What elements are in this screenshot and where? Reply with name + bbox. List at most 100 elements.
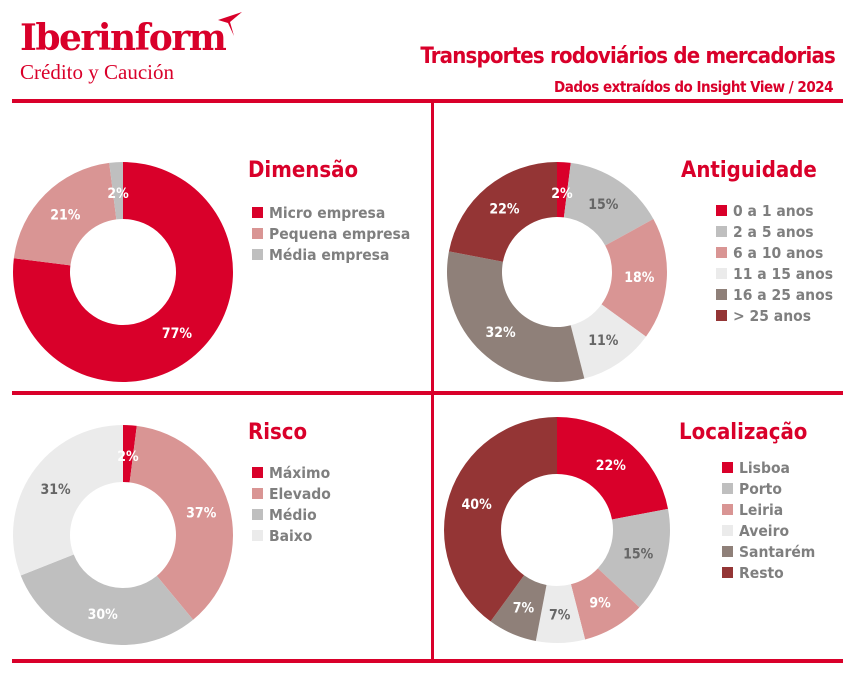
antiguidade-slice [601, 219, 667, 337]
page-title: Transportes rodoviários de mercadorias [420, 44, 835, 69]
legend-swatch [722, 462, 733, 473]
legend-swatch [716, 289, 727, 300]
dimensao-donut-chart: 77% 21% 2% [13, 162, 233, 382]
antiguidade-data-label: 18% [624, 270, 655, 286]
antiguidade-slice [448, 162, 557, 262]
legend-item: Baixo [252, 525, 331, 546]
localizacao-legend: Lisboa Porto Leiria Aveiro Santarém Resto [722, 457, 815, 583]
legend-item: Resto [722, 562, 815, 583]
legend-label: Média empresa [269, 245, 390, 264]
legend-swatch [716, 205, 727, 216]
risco-title: Risco [248, 420, 308, 445]
dimensao-data-label: 77% [162, 326, 193, 342]
localizacao-data-label: 9% [589, 596, 611, 612]
legend-swatch [716, 310, 727, 321]
legend-item: Aveiro [722, 520, 815, 541]
legend-item: Santarém [722, 541, 815, 562]
legend-swatch [252, 207, 263, 218]
logo: Iberinform Crédito y Caución [20, 12, 242, 84]
legend-label: Baixo [269, 526, 313, 545]
legend-swatch [716, 226, 727, 237]
legend-item: Leiria [722, 499, 815, 520]
legend-item: 6 a 10 anos [716, 242, 833, 263]
divider-bottom [12, 659, 843, 663]
legend-item: Micro empresa [252, 202, 410, 223]
localizacao-slice [570, 568, 640, 640]
localizacao-data-label: 40% [462, 497, 493, 513]
legend-label: Micro empresa [269, 203, 386, 222]
logo-subtitle: Crédito y Caución [20, 60, 174, 84]
legend-swatch [722, 504, 733, 515]
dimensao-slice [13, 162, 233, 382]
divider-middle [12, 391, 843, 395]
legend-label: 16 a 25 anos [733, 285, 833, 304]
legend-swatch [722, 483, 733, 494]
legend-item: 2 a 5 anos [716, 221, 833, 242]
legend-swatch [252, 228, 263, 239]
risco-data-label: 30% [88, 607, 119, 623]
dimensao-data-label: 21% [50, 207, 81, 223]
dimensao-slice [13, 162, 117, 266]
risco-data-label: 31% [41, 482, 72, 498]
legend-label: Santarém [739, 542, 816, 561]
legend-label: Resto [739, 563, 784, 582]
risco-slice [129, 425, 233, 620]
antiguidade-slice [557, 162, 571, 218]
localizacao-slice [535, 584, 586, 643]
legend-swatch [722, 567, 733, 578]
legend-label: 6 a 10 anos [733, 243, 824, 262]
localizacao-slice [597, 508, 670, 608]
localizacao-slice [557, 417, 668, 520]
legend-label: Aveiro [739, 521, 790, 540]
risco-slice [20, 554, 194, 645]
localizacao-title: Localização [679, 420, 808, 445]
localizacao-slice [490, 575, 547, 641]
risco-legend: Máximo Elevado Médio Baixo [252, 462, 331, 546]
legend-item: Médio [252, 504, 331, 525]
antiguidade-data-label: 15% [588, 197, 619, 213]
legend-swatch [722, 546, 733, 557]
localizacao-slice [444, 417, 557, 622]
legend-swatch [252, 530, 263, 541]
localizacao-data-label: 15% [623, 547, 654, 563]
dimensao-title: Dimensão [248, 158, 359, 183]
legend-label: Lisboa [739, 458, 790, 477]
legend-label: > 25 anos [733, 306, 812, 325]
legend-label: Máximo [269, 463, 331, 482]
legend-swatch [722, 525, 733, 536]
localizacao-data-label: 22% [596, 458, 627, 474]
dimensao-data-label: 2% [107, 186, 129, 202]
legend-label: 0 a 1 anos [733, 201, 814, 220]
localizacao-data-label: 7% [513, 601, 535, 617]
legend-item: Lisboa [722, 457, 815, 478]
risco-slice [123, 425, 137, 483]
logo-arrow-icon [218, 12, 242, 36]
risco-slice [12, 425, 123, 576]
divider-vertical [431, 99, 434, 662]
dimensao-legend: Micro empresa Pequena empresa Média empres… [252, 202, 410, 265]
antiguidade-data-label: 11% [588, 333, 619, 349]
legend-swatch [252, 488, 263, 499]
legend-swatch [252, 509, 263, 520]
legend-item: Elevado [252, 483, 331, 504]
legend-item: Média empresa [252, 244, 410, 265]
legend-item: 0 a 1 anos [716, 200, 833, 221]
legend-swatch [716, 247, 727, 258]
dimensao-slice [109, 162, 123, 220]
localizacao-data-label: 7% [549, 607, 571, 623]
legend-label: Leiria [739, 500, 784, 519]
legend-item: > 25 anos [716, 305, 833, 326]
legend-label: Pequena empresa [269, 224, 411, 243]
risco-data-label: 2% [117, 449, 139, 465]
antiguidade-slice [570, 304, 646, 379]
legend-label: Médio [269, 505, 317, 524]
localizacao-donut-chart: 22% 15% 9% 7% 7% 40% [444, 417, 670, 643]
legend-label: Elevado [269, 484, 331, 503]
legend-label: 11 a 15 anos [733, 264, 833, 283]
legend-label: 2 a 5 anos [733, 222, 814, 241]
antiguidade-slice [447, 251, 585, 382]
antiguidade-title: Antiguidade [681, 158, 817, 183]
antiguidade-donut-chart: 2% 15% 18% 11% 32% 22% [447, 162, 667, 382]
antiguidade-data-label: 2% [551, 186, 573, 202]
